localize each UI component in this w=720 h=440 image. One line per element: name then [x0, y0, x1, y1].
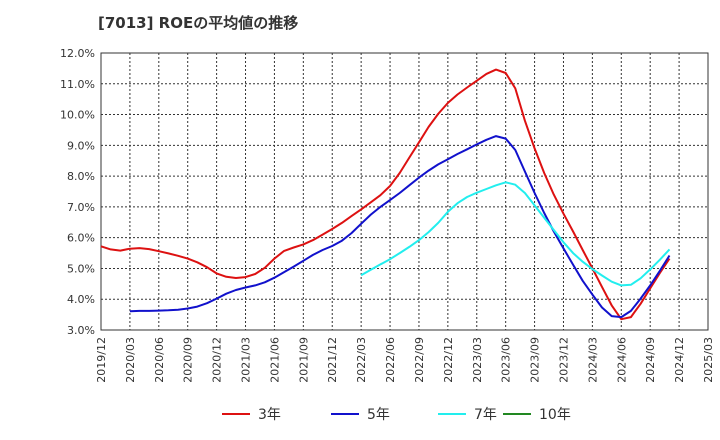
legend: 3年 5年 7年 10年 — [222, 407, 571, 423]
x-tick-label: 2020/06 — [153, 337, 166, 383]
x-tick-label: 2022/03 — [355, 337, 368, 383]
x-tick-label: 2024/12 — [673, 337, 686, 383]
y-tick-label: 10.0% — [60, 109, 95, 122]
x-tick-label: 2021/09 — [297, 337, 310, 383]
plot-area — [100, 52, 709, 331]
legend-label: 3年 — [258, 407, 281, 423]
x-tick-label: 2024/06 — [615, 337, 628, 383]
y-tick-label: 12.0% — [60, 47, 95, 60]
legend-label: 10年 — [539, 407, 571, 423]
x-tick-label: 2021/12 — [326, 337, 339, 383]
y-tick-label: 7.0% — [67, 201, 95, 214]
x-tick-label: 2024/09 — [644, 337, 657, 383]
x-tick-label: 2021/06 — [268, 337, 281, 383]
x-tick-label: 2022/09 — [413, 337, 426, 383]
y-tick-label: 9.0% — [67, 139, 95, 152]
x-tick-label: 2022/06 — [384, 337, 397, 383]
x-tick-label: 2023/09 — [529, 337, 542, 383]
grid-lines — [101, 53, 708, 330]
x-tick-label: 2020/12 — [211, 337, 224, 383]
series-line-7y — [360, 181, 671, 287]
x-tick-label: 2023/03 — [471, 337, 484, 383]
x-tick-label: 2020/09 — [182, 337, 195, 383]
x-tick-label: 2023/12 — [557, 337, 570, 383]
series-line-5y — [129, 135, 671, 319]
y-tick-label: 4.0% — [67, 293, 95, 306]
chart-title: [7013] ROEの平均値の推移 — [98, 14, 299, 32]
series-lines — [100, 68, 671, 321]
x-tick-label: 2023/06 — [500, 337, 513, 383]
x-tick-label: 2020/03 — [124, 337, 137, 383]
x-tick-label: 2019/12 — [95, 337, 108, 383]
x-tick-label: 2024/03 — [586, 337, 599, 383]
series-line-3y — [100, 68, 671, 321]
x-tick-label: 2021/03 — [240, 337, 253, 383]
y-axis-ticks: 3.0% 4.0% 5.0% 6.0% 7.0% 8.0% 9.0% 10.0% 11.0% 12… — [60, 47, 95, 337]
x-tick-label: 2025/03 — [702, 337, 715, 383]
legend-label: 5年 — [367, 407, 390, 423]
x-tick-label: 2022/12 — [442, 337, 455, 383]
y-tick-label: 3.0% — [67, 324, 95, 337]
y-tick-label: 8.0% — [67, 170, 95, 183]
y-tick-label: 11.0% — [60, 78, 95, 91]
y-tick-label: 5.0% — [67, 262, 95, 275]
y-tick-label: 6.0% — [67, 232, 95, 245]
x-axis-ticks: 2019/12 2020/03 2020/06 2020/09 2020/12 2021/… — [95, 337, 715, 383]
legend-label: 7年 — [474, 407, 497, 423]
